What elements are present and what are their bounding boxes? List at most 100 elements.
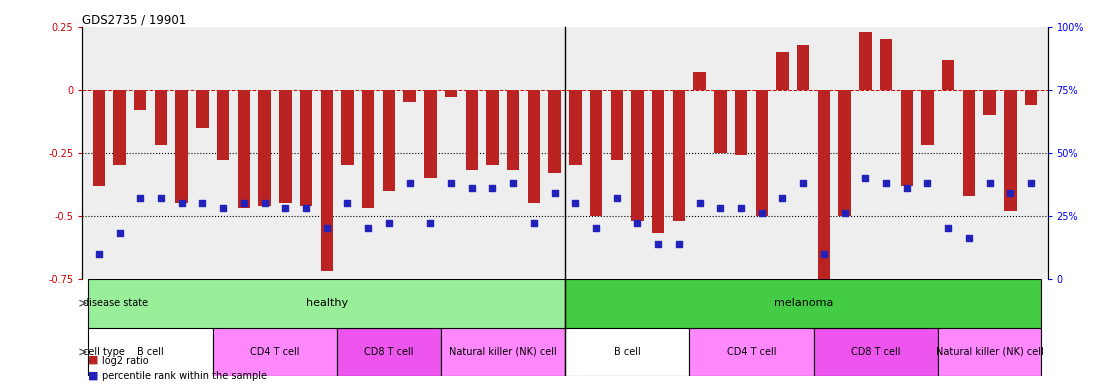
Text: GDS2735 / 19901: GDS2735 / 19901 [82,14,186,27]
Text: ■: ■ [88,355,99,365]
Bar [921,90,934,145]
Text: CD8 T cell: CD8 T cell [364,347,414,357]
Bar [565,279,1041,328]
Point [691,200,709,206]
Point [773,195,791,201]
Bar [817,90,830,291]
Point [152,195,170,201]
Point [878,180,895,186]
Bar [569,90,581,166]
Bar [92,90,105,185]
Point [649,240,667,247]
Text: Natural killer (NK) cell: Natural killer (NK) cell [936,347,1043,357]
Bar [507,90,519,170]
Point [753,210,770,216]
Point [442,180,460,186]
Bar [901,90,913,185]
Bar [652,90,665,233]
Text: ■: ■ [88,370,99,380]
Bar [259,90,271,206]
Bar [942,60,954,90]
Point [484,185,501,191]
Point [214,205,231,211]
Point [733,205,750,211]
Bar [299,90,313,206]
Bar [548,90,561,173]
Point [918,180,936,186]
Point [608,195,625,201]
Point [587,225,604,232]
Bar [1004,90,1017,211]
Point [815,250,833,257]
Point [235,200,252,206]
Point [421,220,439,227]
Point [629,220,646,227]
Point [898,185,916,191]
Point [1002,190,1019,196]
Bar [337,328,441,376]
Bar [880,40,892,90]
Bar [611,90,623,161]
Bar [155,90,167,145]
Bar [631,90,644,221]
Text: B cell: B cell [613,347,641,357]
Point [939,225,957,232]
Text: percentile rank within the sample: percentile rank within the sample [102,371,267,381]
Bar [565,328,689,376]
Bar [362,90,374,208]
Point [505,180,522,186]
Point [339,200,357,206]
Point [525,220,543,227]
Point [981,180,998,186]
Bar [714,90,726,153]
Point [132,195,149,201]
Point [297,205,315,211]
Bar [798,45,810,90]
Bar [196,90,208,127]
Bar [756,90,768,216]
Bar [404,90,416,103]
Bar [465,90,478,170]
Bar [444,90,457,98]
Text: disease state: disease state [82,298,148,308]
Bar [814,328,938,376]
Point [857,175,874,181]
Text: log2 ratio: log2 ratio [102,356,149,366]
Text: CD4 T cell: CD4 T cell [250,347,299,357]
Point [960,235,977,242]
Text: Natural killer (NK) cell: Natural killer (NK) cell [449,347,556,357]
Point [546,190,564,196]
Bar [838,90,851,216]
Bar [425,90,437,178]
Point [463,185,480,191]
Point [360,225,377,232]
Point [318,225,336,232]
Bar [1025,90,1038,105]
Text: cell type: cell type [82,347,125,357]
Text: healthy: healthy [306,298,348,308]
Point [670,240,688,247]
Bar [590,90,602,216]
Bar [176,90,188,203]
Point [173,200,191,206]
Bar [89,279,565,328]
Bar [486,90,499,166]
Text: melanoma: melanoma [773,298,833,308]
Bar [672,90,686,221]
Point [1022,180,1040,186]
Bar [963,90,975,196]
Point [836,210,853,216]
Bar [320,90,332,271]
Bar [735,90,747,156]
Bar [383,90,395,190]
Bar [441,328,565,376]
Bar [528,90,540,203]
Bar [689,328,814,376]
Bar [113,90,126,166]
Bar [938,328,1041,376]
Point [90,250,108,257]
Bar [693,72,705,90]
Bar [217,90,229,161]
Bar [777,52,789,90]
Text: B cell: B cell [137,347,165,357]
